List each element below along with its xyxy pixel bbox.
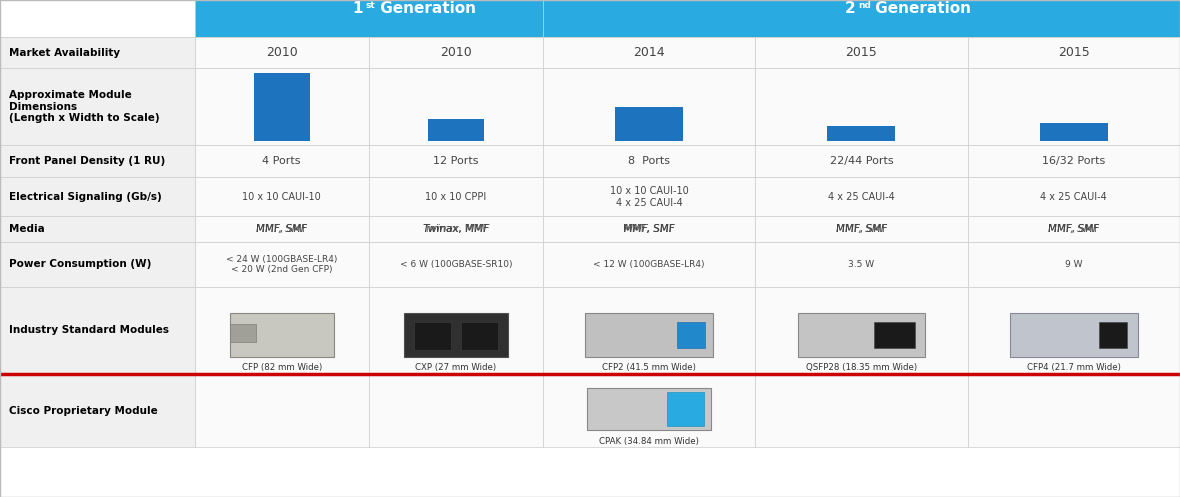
Bar (254, 74, 309, 141)
Text: Twinax, MMF: Twinax, MMF (422, 224, 489, 234)
Bar (1100, 322, 1127, 348)
Bar (543, 177, 755, 216)
Text: 8  Ports: 8 Ports (628, 156, 670, 166)
Text: MMF, SMF: MMF, SMF (1048, 224, 1100, 234)
Bar (0, 0, 195, 37)
Bar (968, 242, 1180, 287)
Bar (588, 388, 710, 430)
Text: 4 x 25 CAUI-4: 4 x 25 CAUI-4 (828, 192, 894, 202)
Bar (0, 242, 195, 287)
Text: CXP (27 mm Wide): CXP (27 mm Wide) (415, 363, 497, 372)
Bar (368, 216, 543, 242)
Bar (195, 177, 368, 216)
Bar (968, 37, 1180, 68)
Bar (755, 216, 968, 242)
Text: 10 x 10 CPPI: 10 x 10 CPPI (425, 192, 486, 202)
Text: 2010: 2010 (266, 46, 297, 59)
Text: MMF, SMF: MMF, SMF (623, 224, 675, 234)
Text: MMF, SMF: MMF, SMF (256, 224, 307, 234)
Bar (968, 68, 1180, 145)
Bar (543, 216, 755, 242)
Bar (229, 313, 334, 357)
Text: < 12 W (100GBASE-LR4): < 12 W (100GBASE-LR4) (594, 260, 704, 269)
Bar (368, 177, 543, 216)
Bar (874, 322, 914, 348)
Bar (0, 177, 195, 216)
Bar (543, 242, 755, 287)
Bar (1010, 313, 1138, 357)
Bar (195, 374, 368, 447)
Text: Electrical Signaling (Gb/s): Electrical Signaling (Gb/s) (9, 192, 162, 202)
Bar (543, 287, 755, 374)
Text: < 6 W (100GBASE-SR10): < 6 W (100GBASE-SR10) (400, 260, 512, 269)
Text: CPAK (34.84 mm Wide): CPAK (34.84 mm Wide) (599, 437, 699, 446)
Text: Front Panel Density (1 RU): Front Panel Density (1 RU) (9, 156, 165, 166)
Bar (755, 177, 968, 216)
Text: Market Availability: Market Availability (9, 48, 120, 58)
Text: 2: 2 (845, 1, 856, 16)
Bar (968, 287, 1180, 374)
Bar (414, 322, 451, 350)
Text: 16/32 Ports: 16/32 Ports (1042, 156, 1106, 166)
Text: 2015: 2015 (846, 46, 877, 59)
Text: Generation: Generation (374, 1, 476, 16)
Text: MMF, SMF: MMF, SMF (835, 224, 887, 234)
Text: 10 x 10 CAUI-10
4 x 25 CAUI-4: 10 x 10 CAUI-10 4 x 25 CAUI-4 (610, 186, 688, 208)
Bar (0, 287, 195, 374)
Bar (827, 126, 896, 141)
Text: < 24 W (100GBASE-LR4)
< 20 W (2nd Gen CFP): < 24 W (100GBASE-LR4) < 20 W (2nd Gen CF… (227, 254, 337, 274)
Bar (195, 287, 368, 374)
Bar (195, 145, 368, 177)
Bar (543, 374, 755, 447)
Text: Industry Standard Modules: Industry Standard Modules (9, 325, 170, 335)
Bar (368, 374, 543, 447)
Text: nd: nd (858, 0, 871, 9)
Text: Twinax, MMF: Twinax, MMF (424, 224, 489, 234)
Text: Cisco Proprietary Module: Cisco Proprietary Module (9, 406, 158, 415)
Bar (585, 313, 713, 357)
Bar (0, 68, 195, 145)
Text: CFP2 (41.5 mm Wide): CFP2 (41.5 mm Wide) (602, 363, 696, 372)
Bar (0, 37, 195, 68)
Text: QSFP28 (18.35 mm Wide): QSFP28 (18.35 mm Wide) (806, 363, 917, 372)
Bar (968, 216, 1180, 242)
Bar (428, 119, 484, 141)
Bar (368, 242, 543, 287)
Bar (368, 145, 543, 177)
Text: CFP (82 mm Wide): CFP (82 mm Wide) (242, 363, 322, 372)
Bar (755, 37, 968, 68)
Bar (755, 287, 968, 374)
Bar (368, 37, 543, 68)
Bar (968, 177, 1180, 216)
Bar (543, 37, 755, 68)
Text: Power Consumption (W): Power Consumption (W) (9, 259, 152, 269)
Text: Generation: Generation (870, 1, 971, 16)
Text: 4 x 25 CAUI-4: 4 x 25 CAUI-4 (1041, 192, 1107, 202)
Text: Media: Media (9, 224, 45, 234)
Bar (461, 322, 498, 350)
Text: 1: 1 (353, 1, 363, 16)
Bar (0, 145, 195, 177)
Text: MMF, SMF: MMF, SMF (623, 224, 675, 234)
Bar (195, 0, 543, 37)
Bar (668, 392, 704, 426)
Bar (404, 313, 507, 357)
Text: 4 Ports: 4 Ports (262, 156, 301, 166)
Bar (798, 313, 925, 357)
Bar (677, 322, 706, 348)
Bar (0, 216, 195, 242)
Text: MMF, SMF: MMF, SMF (835, 224, 887, 234)
Bar (968, 145, 1180, 177)
Bar (195, 216, 368, 242)
Text: MMF, SMF: MMF, SMF (1048, 224, 1100, 234)
Bar (195, 242, 368, 287)
Bar (755, 145, 968, 177)
Text: 2015: 2015 (1058, 46, 1089, 59)
Text: 2010: 2010 (440, 46, 472, 59)
Bar (195, 68, 368, 145)
Bar (1040, 123, 1108, 141)
Bar (543, 145, 755, 177)
Bar (615, 107, 683, 141)
Bar (543, 68, 755, 145)
Text: 10 x 10 CAUI-10: 10 x 10 CAUI-10 (242, 192, 321, 202)
